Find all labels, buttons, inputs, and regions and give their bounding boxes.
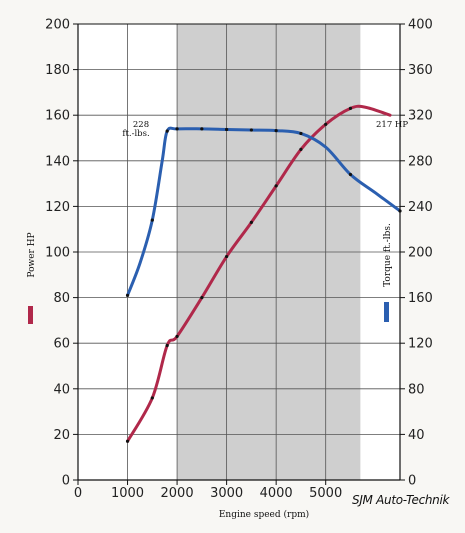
- right-tick-label: 0: [408, 474, 416, 489]
- power-peak-annotation: 217 HP: [376, 120, 408, 130]
- left-tick-label: 60: [53, 337, 70, 352]
- torque-point: [249, 128, 253, 132]
- left-tick-label: 120: [45, 200, 70, 215]
- right-tick-label: 40: [408, 428, 425, 443]
- torque-peak-annotation: 228: [133, 120, 149, 130]
- x-tick-label: 5000: [309, 486, 342, 501]
- left-axis-ticks: 0 20 40 60 80 100 120 140 160 180 200: [45, 18, 78, 489]
- x-axis-ticks: 0 1000 2000 3000 4000 5000: [74, 480, 342, 501]
- left-tick-label: 20: [53, 428, 70, 443]
- torque-point: [200, 127, 204, 131]
- torque-point: [125, 293, 130, 297]
- left-tick-label: 140: [45, 154, 70, 169]
- right-tick-label: 160: [408, 291, 433, 306]
- power-point: [200, 296, 204, 300]
- left-tick-label: 80: [53, 291, 70, 306]
- power-point: [150, 396, 154, 400]
- x-tick-label: 0: [74, 486, 82, 501]
- right-tick-label: 200: [408, 246, 433, 261]
- x-tick-label: 4000: [260, 486, 293, 501]
- left-tick-label: 0: [62, 474, 70, 489]
- power-point: [324, 122, 328, 126]
- torque-point: [175, 127, 179, 131]
- right-tick-label: 400: [408, 18, 433, 33]
- power-point: [225, 254, 229, 259]
- torque-point: [299, 131, 303, 136]
- left-tick-label: 200: [45, 18, 70, 33]
- right-tick-label: 280: [408, 154, 433, 169]
- torque-point: [225, 127, 229, 132]
- torque-point: [150, 218, 154, 222]
- power-point: [125, 439, 130, 443]
- torque-point: [348, 172, 353, 177]
- credit-text: SJM Auto-Technik: [352, 493, 450, 507]
- right-tick-label: 240: [408, 200, 433, 215]
- x-tick-label: 3000: [210, 486, 243, 501]
- torque-peak-annotation: ft.-lbs.: [122, 129, 149, 139]
- left-axis-label: Power HP: [27, 232, 37, 277]
- power-point: [249, 220, 253, 224]
- x-tick-label: 1000: [111, 486, 144, 501]
- power-point: [175, 334, 179, 338]
- right-axis-label: Torque ft.-lbs.: [383, 223, 393, 287]
- curves: [125, 104, 402, 443]
- left-tick-label: 160: [45, 109, 70, 124]
- power-point: [348, 106, 353, 110]
- right-tick-label: 120: [408, 337, 433, 352]
- torque-point: [274, 128, 278, 133]
- power-point: [274, 184, 278, 188]
- power-point: [165, 343, 169, 348]
- right-tick-label: 320: [408, 109, 433, 124]
- left-tick-label: 180: [45, 63, 70, 78]
- torque-point: [165, 129, 169, 133]
- power-legend-swatch: [28, 306, 33, 324]
- left-tick-label: 100: [45, 246, 70, 261]
- right-axis-ticks: 0 40 80 120 160 200 240 280 320 360 400: [400, 18, 433, 489]
- torque-legend-swatch: [384, 302, 389, 322]
- x-tick-label: 2000: [161, 486, 194, 501]
- axis-labels: Engine speed (rpm) Power HP Torque ft.-lbs…: [27, 223, 393, 520]
- x-axis-label: Engine speed (rpm): [219, 509, 309, 520]
- right-tick-label: 360: [408, 63, 433, 78]
- power-point: [299, 147, 303, 151]
- left-tick-label: 40: [53, 382, 70, 397]
- right-tick-label: 80: [408, 382, 425, 397]
